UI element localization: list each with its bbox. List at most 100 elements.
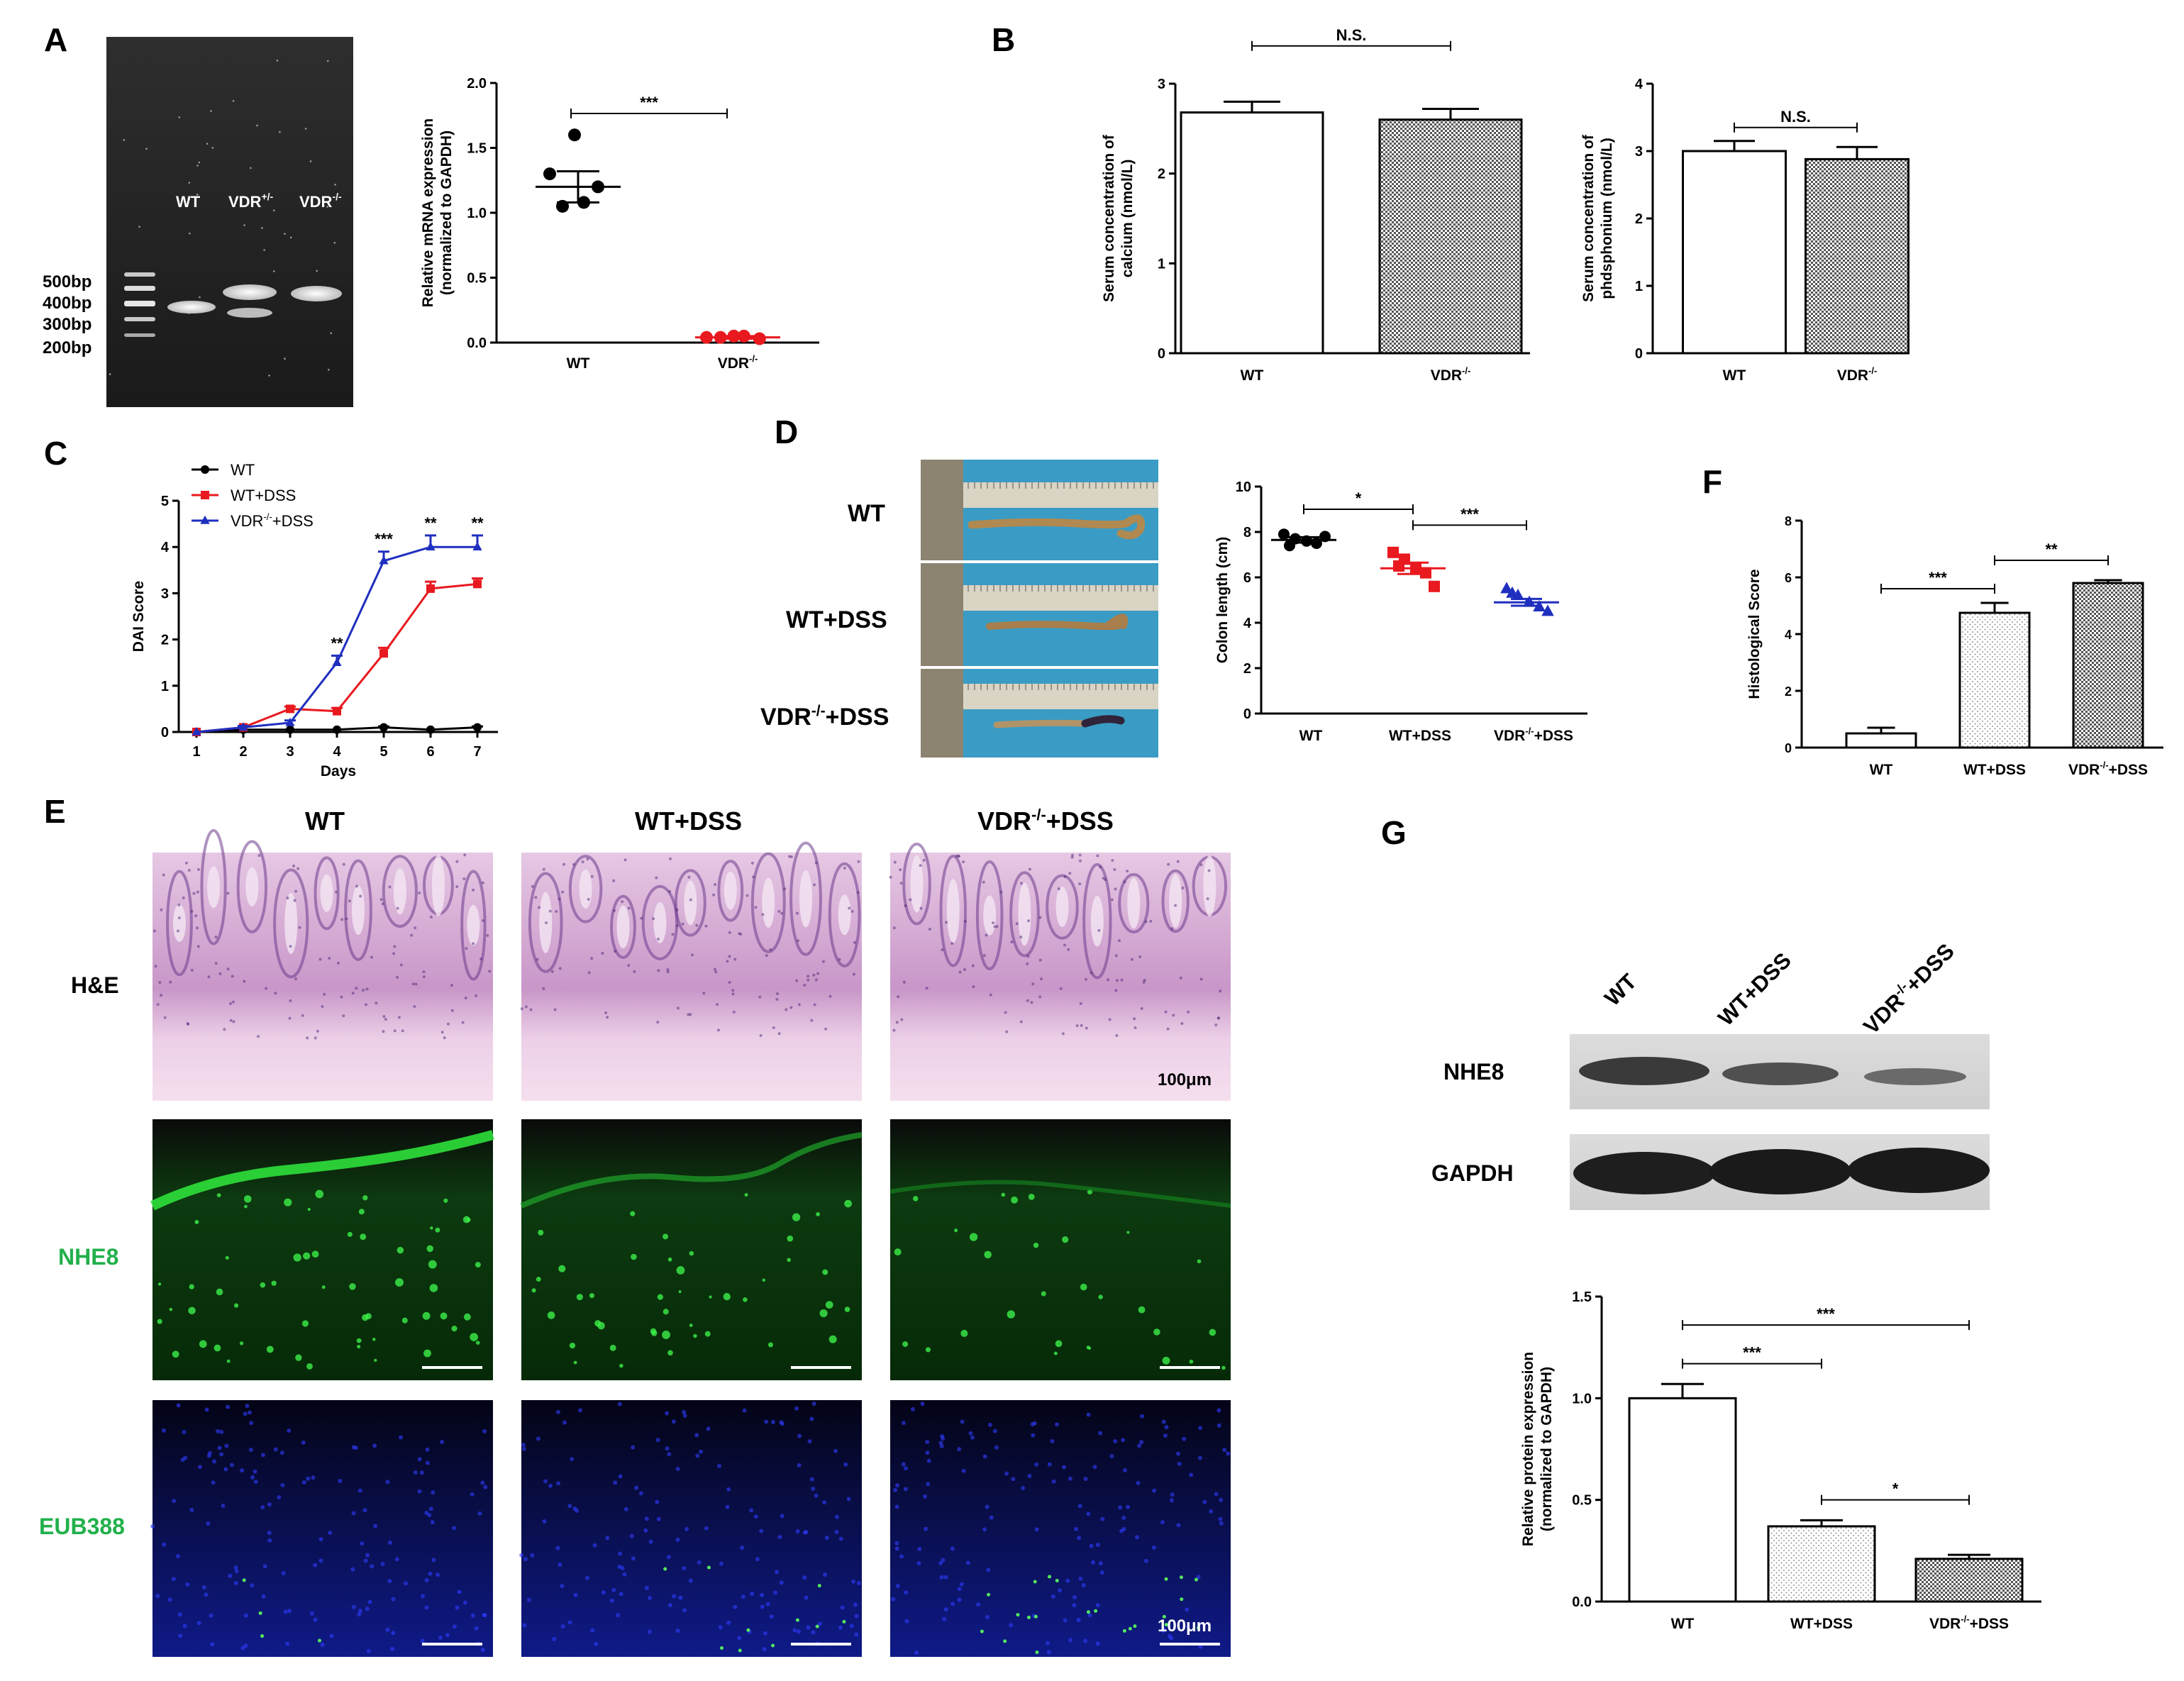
y-axis-label: Relative mRNA expression (normalized to G…: [420, 118, 455, 308]
chart-protein-expression: 0.0 0.5 1.0 1.5 Relative protein expression(…: [1520, 1289, 2041, 1632]
x-category-label: WT+DSS: [1389, 728, 1451, 744]
y-tick-label: 0: [1785, 741, 1792, 755]
chart-serum-calcium: 0 1 2 3 Serum concentration of calcium (nmol/…: [1101, 26, 1530, 384]
y-tick-label: 1.5: [1572, 1289, 1592, 1305]
micrograph-eub388: [521, 1400, 862, 1657]
gel-lane-label: WT: [176, 193, 201, 211]
y-tick-label: 3: [1158, 77, 1165, 92]
gel-band: [223, 284, 277, 300]
data-point: [543, 167, 556, 181]
x-category-label: WT+DSS: [1790, 1616, 1853, 1632]
scalebar-label-he: 100μm: [1158, 1070, 1212, 1089]
blot-band: [1579, 1057, 1709, 1085]
y-tick-label: 0: [1158, 346, 1165, 362]
y-tick-label: 0: [1635, 346, 1643, 362]
significance-label: **: [331, 634, 343, 652]
bar: [1845, 732, 1917, 749]
scale-bars: 100μm 100μm: [422, 1070, 1220, 1646]
data-point: [426, 725, 435, 734]
micrograph-row-labels: H&E NHE8 EUB388: [39, 972, 125, 1539]
panel-label-b: B: [992, 21, 1015, 58]
data-point: [426, 584, 435, 593]
y-tick-label: 2: [1635, 211, 1643, 227]
data-point: [1541, 604, 1554, 616]
chart-histological-score: 0 2 4 6 8 Histological Score WT WT+DSS VDR-/-+DS…: [1746, 514, 2163, 778]
photo-label-wt: WT: [848, 500, 885, 527]
y-axis-label: Serum concentration of phdsphonium (nmol/…: [1580, 134, 1615, 302]
y-tick-label: 3: [161, 586, 169, 601]
y-tick-label: 2: [1158, 167, 1165, 182]
legend-marker: [201, 465, 209, 474]
y-tick-label: 3: [1635, 144, 1643, 160]
data-point: [379, 723, 388, 732]
row-label-he: H&E: [71, 972, 119, 998]
x-category-label: WT: [1723, 367, 1746, 384]
y-axis-label: Serum concentration of calcium (nmol/L): [1101, 134, 1136, 302]
y-tick-label: 1: [1635, 279, 1643, 294]
significance-label: ***: [640, 94, 658, 111]
row-label-eub388: EUB388: [39, 1514, 125, 1539]
x-tick-label: 2: [239, 744, 247, 760]
legend-marker: [200, 515, 210, 524]
gel-lane-label: VDR+/-: [228, 191, 274, 211]
y-tick-label: 0.0: [1572, 1594, 1592, 1610]
x-tick-label: 3: [286, 744, 294, 760]
x-category-label: WT+DSS: [1963, 762, 2026, 778]
ladder-label: 300bp: [43, 315, 92, 334]
significance-label: N.S.: [1780, 108, 1811, 126]
colon-specimen: [986, 614, 1129, 631]
y-tick-label: 0.5: [1572, 1493, 1592, 1509]
data-point: [238, 722, 248, 731]
y-tick-label: 4: [1635, 77, 1643, 92]
micrograph-nhe8: [521, 1119, 862, 1380]
photo-label-vdr-dss: VDR-/-+DSS: [760, 703, 889, 731]
blot-row-label-nhe8: NHE8: [1443, 1059, 1504, 1084]
x-category-label: VDR-/-: [1431, 365, 1471, 384]
blot-lane-label-vdr-dss: VDR-/-+DSS: [1858, 938, 1959, 1039]
x-tick-label: 4: [333, 744, 341, 760]
panel-label-f: F: [1702, 463, 1722, 500]
colon-photos: [921, 460, 1158, 758]
y-tick-label: 1: [161, 679, 169, 694]
data-point: [1500, 582, 1513, 594]
legend-label: WT+DSS: [231, 487, 296, 504]
x-category-label: WT: [1299, 728, 1323, 744]
x-category-label: VDR-/-+DSS: [2068, 760, 2148, 778]
significance-label: ***: [1460, 505, 1479, 523]
ladder-label: 400bp: [43, 294, 92, 313]
bar: [2072, 582, 2144, 749]
scalebar-label-fish: 100μm: [1158, 1616, 1212, 1636]
panel-label-g: G: [1381, 814, 1407, 851]
y-tick-label: 1.5: [467, 141, 487, 157]
bar: [1628, 1397, 1737, 1603]
x-tick-label: 7: [473, 744, 481, 760]
x-category-label: VDR-/-+DSS: [1494, 726, 1573, 744]
data-point: [1506, 586, 1519, 598]
significance-label: ***: [1743, 1344, 1761, 1362]
micrograph-eub388: [153, 1400, 493, 1657]
data-point: [1387, 546, 1399, 558]
data-point: [286, 704, 294, 714]
significance-label: **: [424, 514, 437, 532]
y-tick-label: 1.0: [1572, 1391, 1592, 1407]
data-point: [1278, 528, 1290, 540]
micrograph-nhe8: [890, 1119, 1231, 1380]
ladder-label: 500bp: [43, 272, 92, 292]
y-tick-label: 0: [1243, 706, 1251, 722]
y-tick-label: 2: [1243, 661, 1251, 677]
photo-label-wt-dss: WT+DSS: [786, 606, 887, 633]
blot-band: [1709, 1149, 1851, 1194]
data-point: [1420, 567, 1431, 579]
bar: [1767, 1525, 1876, 1603]
column-label-vdr-dss: VDR-/-+DSS: [977, 806, 1114, 836]
blot-row-label-gapdh: GAPDH: [1431, 1160, 1514, 1186]
significance-label: ***: [1817, 1305, 1835, 1323]
data-point: [473, 579, 482, 589]
y-tick-label: 10: [1236, 479, 1251, 495]
y-tick-label: 6: [1785, 571, 1792, 585]
panel-label-e: E: [44, 793, 66, 830]
data-point: [333, 725, 341, 734]
x-tick-label: 1: [192, 744, 200, 760]
significance-label: ***: [1929, 569, 1947, 587]
